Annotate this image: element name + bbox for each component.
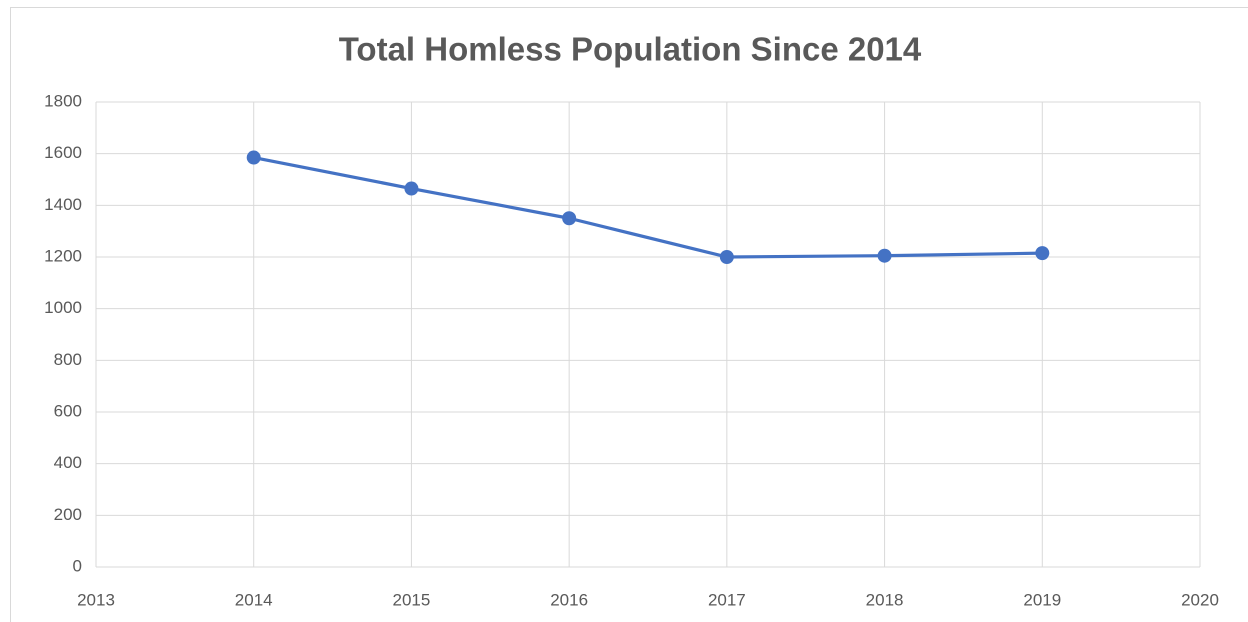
x-tick-label: 2019: [1023, 590, 1061, 609]
x-tick-label: 2016: [550, 590, 588, 609]
y-tick-label: 1400: [44, 195, 82, 214]
chart-title: Total Homless Population Since 2014: [339, 31, 922, 68]
chart-frame: [10, 7, 1248, 622]
x-tick-label: 2017: [708, 590, 746, 609]
data-point: [404, 181, 419, 196]
y-tick-label: 0: [73, 556, 82, 575]
y-tick-label: 200: [54, 505, 82, 524]
x-tick-label: 2015: [393, 590, 431, 609]
y-tick-label: 1800: [44, 91, 82, 110]
y-tick-label: 1200: [44, 246, 82, 265]
x-tick-label: 2020: [1181, 590, 1219, 609]
y-tick-label: 400: [54, 453, 82, 472]
y-tick-label: 800: [54, 350, 82, 369]
y-tick-label: 1600: [44, 143, 82, 162]
data-point: [719, 250, 734, 264]
data-point: [246, 150, 261, 165]
x-tick-label: 2013: [77, 590, 115, 609]
data-point: [877, 248, 892, 263]
data-point: [562, 211, 577, 226]
series-line: [253, 155, 1043, 259]
y-tick-label: 1000: [44, 298, 82, 317]
x-tick-label: 2014: [235, 590, 273, 609]
data-point: [1035, 246, 1050, 261]
y-tick-label: 600: [54, 401, 82, 420]
x-tick-label: 2018: [866, 590, 904, 609]
